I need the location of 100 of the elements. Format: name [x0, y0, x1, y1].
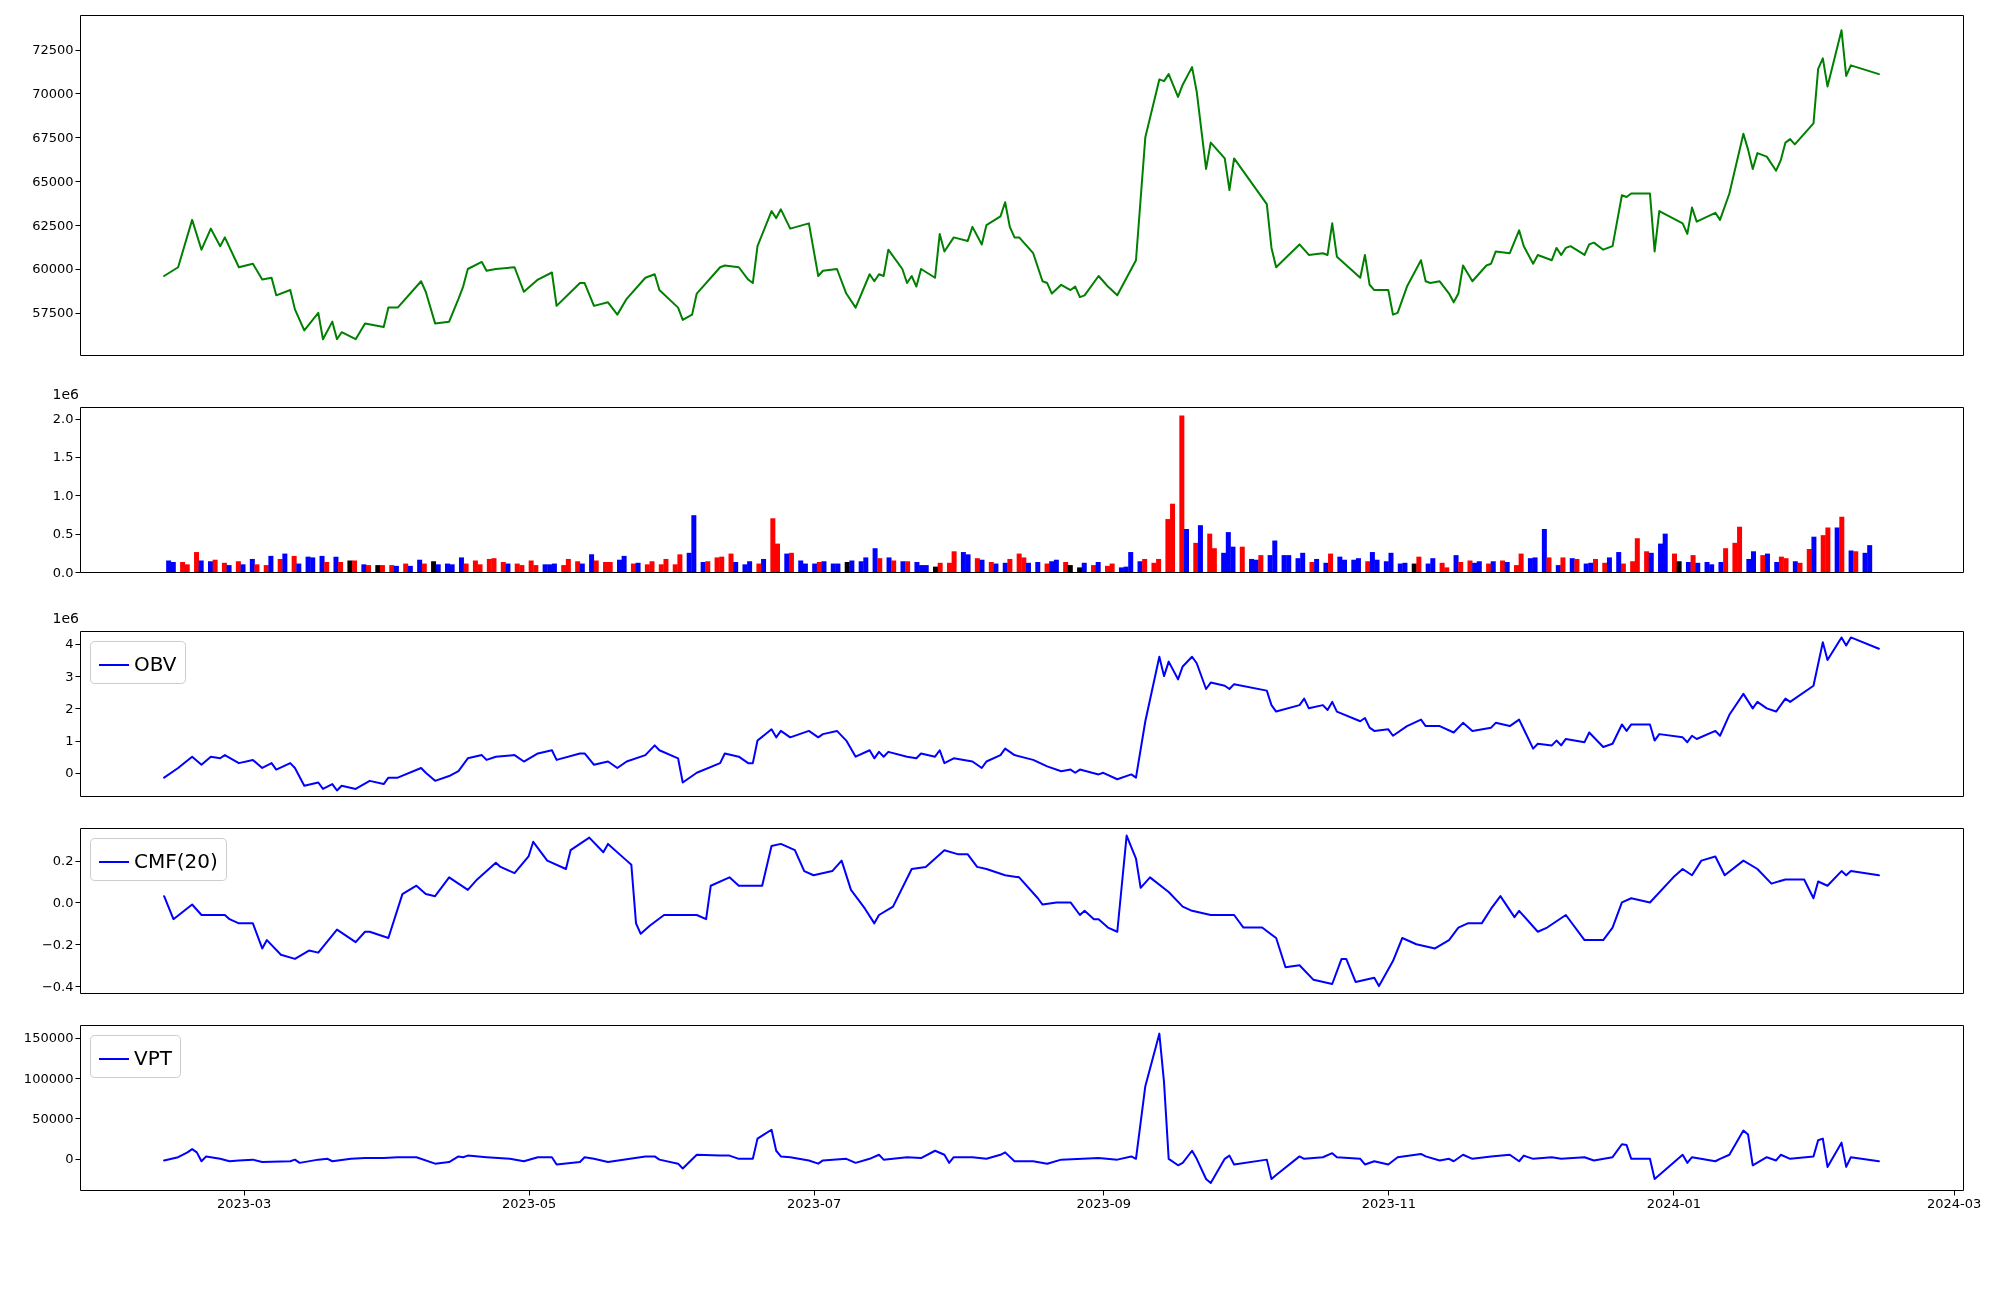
bar — [1709, 564, 1715, 572]
bar — [691, 515, 697, 572]
bar — [1620, 563, 1626, 572]
bar — [1634, 538, 1640, 572]
bar — [1671, 553, 1677, 572]
bar — [333, 556, 339, 572]
bar — [802, 563, 808, 572]
bar — [1025, 562, 1031, 572]
bar — [1091, 565, 1097, 572]
bar — [366, 565, 372, 572]
bar — [184, 564, 190, 572]
x-tick-label: 2023-07 — [786, 1195, 842, 1211]
bar — [393, 565, 399, 572]
bar — [784, 553, 790, 572]
bar — [1500, 560, 1506, 572]
bar — [1095, 562, 1101, 572]
bar — [1574, 558, 1580, 572]
y-tick-label: 62500 — [32, 217, 74, 233]
bar — [221, 562, 227, 572]
bar — [1662, 533, 1668, 572]
legend-label: CMF(20) — [134, 849, 218, 873]
bar — [1811, 536, 1817, 572]
bar — [1648, 552, 1654, 572]
bar — [166, 560, 172, 572]
bar — [1365, 561, 1371, 572]
bar — [1351, 559, 1357, 572]
bar — [621, 555, 627, 572]
bar — [1853, 551, 1859, 572]
bar — [352, 560, 358, 572]
bar — [603, 562, 609, 572]
bar — [491, 558, 497, 572]
bar — [379, 565, 385, 572]
bar — [463, 563, 469, 572]
bar — [951, 551, 957, 572]
bar — [1258, 555, 1264, 572]
x-tick-label: 2023-11 — [1361, 1195, 1416, 1211]
x-tick-label: 2023-05 — [501, 1195, 557, 1211]
bar — [1286, 555, 1292, 572]
y-tick-label: 2.0 — [52, 411, 74, 427]
bar — [1486, 563, 1492, 572]
bar — [1532, 557, 1538, 572]
bar — [389, 565, 395, 572]
bar — [445, 563, 451, 572]
bar — [1504, 562, 1510, 572]
bar — [310, 557, 316, 572]
bar — [254, 564, 260, 572]
bar — [1193, 542, 1199, 572]
bar — [1685, 562, 1691, 572]
bar — [1467, 560, 1473, 572]
bar — [877, 558, 883, 572]
bar — [1272, 540, 1278, 572]
bar — [1007, 558, 1013, 572]
bar — [1128, 552, 1134, 572]
bar — [403, 563, 409, 572]
bar — [194, 552, 200, 572]
y-tick-label: 1.5 — [52, 449, 74, 465]
bar — [1183, 529, 1189, 572]
bar — [719, 556, 725, 572]
bar — [449, 564, 455, 572]
bar — [528, 560, 534, 572]
bar — [835, 563, 841, 572]
bar — [761, 558, 767, 572]
bar — [579, 563, 585, 572]
bar — [1053, 559, 1059, 572]
bar — [1063, 562, 1069, 572]
bar — [565, 558, 571, 572]
bar — [1476, 561, 1482, 572]
bar — [551, 563, 557, 572]
y-tick-label: 100000 — [23, 1070, 74, 1086]
bar — [1718, 562, 1724, 572]
bar — [296, 563, 302, 572]
bar — [849, 560, 855, 572]
bar — [663, 558, 669, 572]
bar — [1328, 553, 1334, 572]
bar — [923, 565, 929, 572]
bar — [421, 563, 427, 572]
bar — [235, 561, 241, 572]
bar — [324, 562, 330, 572]
y-tick-label: 0 — [65, 1151, 74, 1167]
y-tick-label: −0.2 — [41, 936, 74, 952]
bar — [1151, 562, 1157, 572]
y-tick-label: 57500 — [32, 305, 74, 321]
bar — [1723, 548, 1729, 572]
bar — [635, 562, 641, 572]
bar — [1592, 558, 1598, 572]
bar — [1388, 552, 1394, 572]
bar — [1458, 562, 1464, 572]
bar — [821, 561, 827, 572]
bar — [458, 557, 464, 572]
bar — [993, 563, 999, 572]
bar — [1560, 557, 1566, 572]
y-tick-label: 70000 — [32, 85, 74, 101]
y-tick-label: 0.2 — [52, 853, 74, 869]
y-tick-label: 0 — [65, 765, 74, 781]
bar — [1179, 415, 1185, 572]
bar — [505, 563, 511, 572]
bar — [268, 555, 274, 572]
bar — [1616, 552, 1622, 572]
bar — [477, 564, 483, 572]
bar — [891, 560, 897, 572]
